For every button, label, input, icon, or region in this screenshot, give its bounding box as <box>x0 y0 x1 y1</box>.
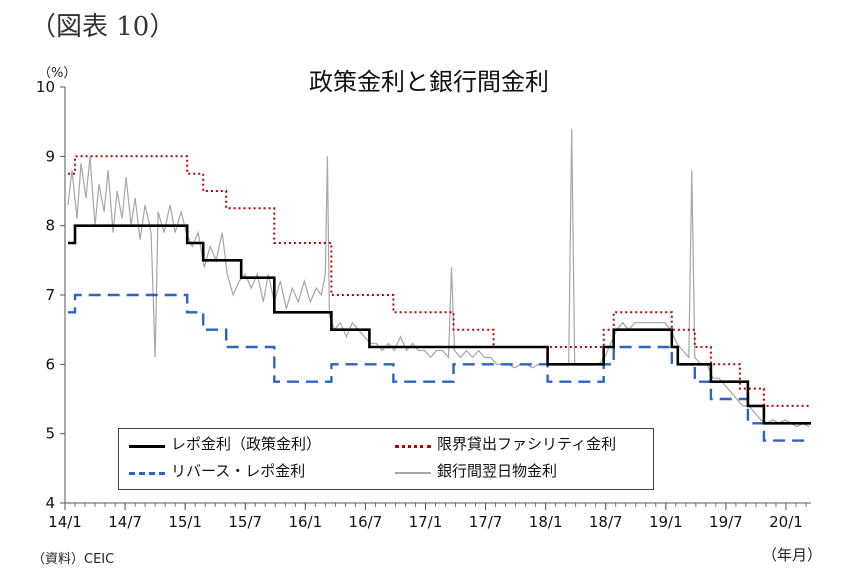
legend-swatch-repo <box>129 445 165 448</box>
x-tick-label-2: 15/1 <box>168 513 202 531</box>
chart-title: 政策金利と銀行間金利 <box>309 68 549 96</box>
legend-label-repo: レポ金利（政策金利） <box>171 435 322 453</box>
x-tick-label-5: 16/7 <box>349 513 383 531</box>
source-label: （資料）CEIC <box>32 552 115 567</box>
y-tick-label-4: 8 <box>45 217 55 235</box>
x-tick-label-8: 18/1 <box>529 513 563 531</box>
x-tick-label-7: 17/7 <box>469 513 503 531</box>
legend-swatch-lending-facility <box>395 445 431 448</box>
y-tick-label-5: 9 <box>45 147 55 165</box>
series-line-2 <box>68 155 811 407</box>
y-tick-label-0: 4 <box>45 494 55 512</box>
x-tick-label-12: 20/1 <box>769 513 803 531</box>
x-tick-label-9: 18/7 <box>589 513 623 531</box>
legend-swatch-interbank <box>395 472 431 474</box>
series-line-3 <box>67 128 810 428</box>
legend-label-reverse-repo: リバース・レポ金利 <box>171 462 306 480</box>
x-tick-label-1: 14/7 <box>108 513 142 531</box>
legend-label-lending-facility: 限界貸出ファシリティ金利 <box>437 435 617 453</box>
y-tick-label-3: 7 <box>45 286 55 304</box>
legend-swatch-reverse-repo <box>129 472 165 475</box>
legend-label-interbank: 銀行間翌日物金利 <box>437 462 558 480</box>
x-tick-label-4: 16/1 <box>288 513 322 531</box>
x-tick-label-10: 19/1 <box>649 513 683 531</box>
x-axis-unit-label: （年月） <box>762 546 823 564</box>
y-axis-unit-label: （%） <box>38 66 77 81</box>
legend: レポ金利（政策金利） 限界貸出ファシリティ金利 リバース・レポ金利 銀行間翌日物… <box>118 428 654 490</box>
y-tick-label-2: 6 <box>45 355 55 373</box>
x-tick-label-3: 15/7 <box>228 513 262 531</box>
x-tick-label-6: 17/1 <box>409 513 443 531</box>
figure-label: （図表 10） <box>30 12 176 42</box>
x-tick-label-0: 14/1 <box>48 513 82 531</box>
x-tick-label-11: 19/7 <box>709 513 743 531</box>
y-tick-label-1: 5 <box>45 425 55 443</box>
series-line-1 <box>68 293 811 442</box>
y-tick-label-6: 10 <box>36 78 55 96</box>
series-line-0 <box>68 224 811 425</box>
